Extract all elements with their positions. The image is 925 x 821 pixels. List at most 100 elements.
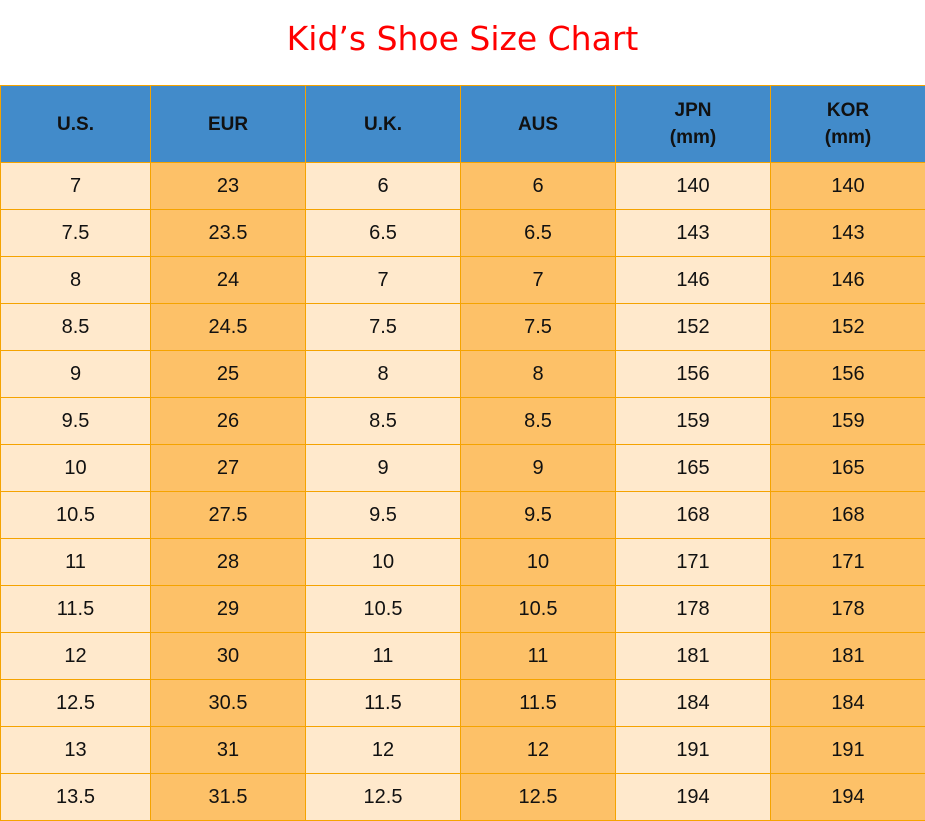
table-cell: 168 bbox=[616, 492, 771, 539]
table-cell: 184 bbox=[616, 680, 771, 727]
table-cell: 29 bbox=[151, 586, 306, 633]
table-cell: 7 bbox=[306, 257, 461, 304]
table-cell: 8.5 bbox=[1, 304, 151, 351]
table-cell: 152 bbox=[771, 304, 925, 351]
table-cell: 11 bbox=[461, 633, 616, 680]
table-cell: 6.5 bbox=[306, 210, 461, 257]
column-header: U.K. bbox=[306, 86, 461, 163]
table-cell: 168 bbox=[771, 492, 925, 539]
table-cell: 171 bbox=[771, 539, 925, 586]
table-cell: 159 bbox=[616, 398, 771, 445]
table-cell: 181 bbox=[771, 633, 925, 680]
table-cell: 8.5 bbox=[306, 398, 461, 445]
table-cell: 8.5 bbox=[461, 398, 616, 445]
table-cell: 11 bbox=[1, 539, 151, 586]
table-cell: 165 bbox=[616, 445, 771, 492]
column-header: KOR (mm) bbox=[771, 86, 925, 163]
table-cell: 24.5 bbox=[151, 304, 306, 351]
table-cell: 152 bbox=[616, 304, 771, 351]
table-cell: 23 bbox=[151, 163, 306, 210]
column-header: AUS bbox=[461, 86, 616, 163]
table-cell: 31.5 bbox=[151, 774, 306, 821]
table-cell: 146 bbox=[771, 257, 925, 304]
table-cell: 194 bbox=[616, 774, 771, 821]
table-cell: 143 bbox=[771, 210, 925, 257]
table-cell: 10.5 bbox=[306, 586, 461, 633]
table-cell: 13.5 bbox=[1, 774, 151, 821]
table-cell: 12 bbox=[1, 633, 151, 680]
table-cell: 159 bbox=[771, 398, 925, 445]
table-cell: 12 bbox=[461, 727, 616, 774]
table-cell: 10.5 bbox=[461, 586, 616, 633]
table-cell: 178 bbox=[771, 586, 925, 633]
table-cell: 7 bbox=[461, 257, 616, 304]
table-cell: 181 bbox=[616, 633, 771, 680]
table-cell: 28 bbox=[151, 539, 306, 586]
table-cell: 6 bbox=[306, 163, 461, 210]
table-cell: 9 bbox=[1, 351, 151, 398]
table-cell: 178 bbox=[616, 586, 771, 633]
table-cell: 191 bbox=[616, 727, 771, 774]
table-cell: 6.5 bbox=[461, 210, 616, 257]
table-cell: 6 bbox=[461, 163, 616, 210]
column-header: EUR bbox=[151, 86, 306, 163]
table-cell: 156 bbox=[771, 351, 925, 398]
table-cell: 8 bbox=[306, 351, 461, 398]
table-cell: 9 bbox=[306, 445, 461, 492]
table-cell: 11.5 bbox=[1, 586, 151, 633]
table-cell: 146 bbox=[616, 257, 771, 304]
table-cell: 9.5 bbox=[461, 492, 616, 539]
chart-title: Kid’s Shoe Size Chart bbox=[0, 0, 925, 85]
table-cell: 12.5 bbox=[1, 680, 151, 727]
table-cell: 30.5 bbox=[151, 680, 306, 727]
table-cell: 13 bbox=[1, 727, 151, 774]
table-cell: 11.5 bbox=[306, 680, 461, 727]
table-cell: 26 bbox=[151, 398, 306, 445]
table-cell: 30 bbox=[151, 633, 306, 680]
table-cell: 7.5 bbox=[1, 210, 151, 257]
table-cell: 140 bbox=[616, 163, 771, 210]
table-cell: 10 bbox=[306, 539, 461, 586]
table-cell: 143 bbox=[616, 210, 771, 257]
table-cell: 165 bbox=[771, 445, 925, 492]
column-header: U.S. bbox=[1, 86, 151, 163]
table-cell: 25 bbox=[151, 351, 306, 398]
column-header: JPN (mm) bbox=[616, 86, 771, 163]
table-cell: 171 bbox=[616, 539, 771, 586]
table-cell: 23.5 bbox=[151, 210, 306, 257]
table-cell: 7 bbox=[1, 163, 151, 210]
table-cell: 7.5 bbox=[461, 304, 616, 351]
table-cell: 27 bbox=[151, 445, 306, 492]
table-cell: 11 bbox=[306, 633, 461, 680]
table-cell: 11.5 bbox=[461, 680, 616, 727]
table-cell: 10 bbox=[1, 445, 151, 492]
table-cell: 12.5 bbox=[306, 774, 461, 821]
table-cell: 156 bbox=[616, 351, 771, 398]
table-cell: 7.5 bbox=[306, 304, 461, 351]
table-cell: 184 bbox=[771, 680, 925, 727]
table-cell: 9 bbox=[461, 445, 616, 492]
table-cell: 12.5 bbox=[461, 774, 616, 821]
table-cell: 8 bbox=[461, 351, 616, 398]
table-cell: 9.5 bbox=[306, 492, 461, 539]
table-cell: 12 bbox=[306, 727, 461, 774]
table-cell: 31 bbox=[151, 727, 306, 774]
table-cell: 194 bbox=[771, 774, 925, 821]
table-cell: 9.5 bbox=[1, 398, 151, 445]
table-cell: 10.5 bbox=[1, 492, 151, 539]
table-cell: 140 bbox=[771, 163, 925, 210]
